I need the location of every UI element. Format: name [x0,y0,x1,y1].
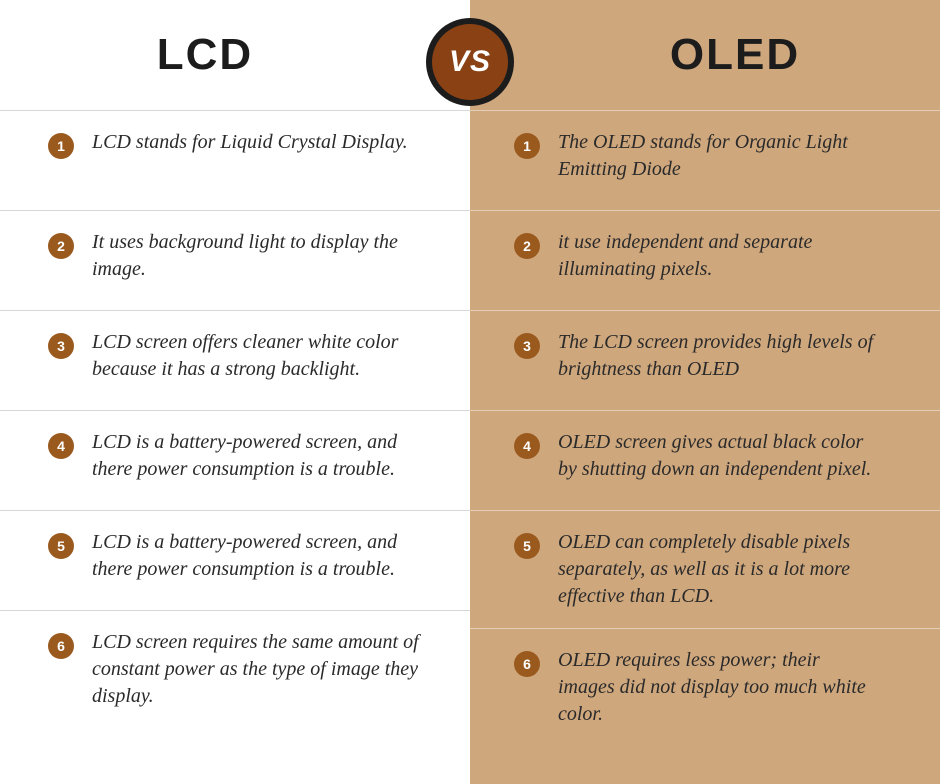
bullet-text: it use independent and separate illumina… [540,229,880,283]
list-item: 2 It uses background light to display th… [0,210,470,310]
bullet-text: LCD screen requires the same amount of c… [74,629,442,710]
bullet-number: 6 [48,633,74,659]
bullet-number: 3 [48,333,74,359]
list-item: 5 LCD is a battery-powered screen, and t… [0,510,470,610]
bullet-number: 5 [48,533,74,559]
list-item: 3 The LCD screen provides high levels of… [470,310,940,410]
bullet-number: 4 [514,433,540,459]
left-title: LCD [157,30,253,80]
vs-label: VS [449,45,491,79]
right-header: OLED [470,0,940,110]
list-item: 2 it use independent and separate illumi… [470,210,940,310]
vs-badge-inner: VS [432,24,508,100]
bullet-text: OLED can completely disable pixels separ… [540,529,880,610]
bullet-number: 4 [48,433,74,459]
bullet-text: LCD stands for Liquid Crystal Display. [74,129,442,156]
list-item: 5 OLED can completely disable pixels sep… [470,510,940,628]
list-item: 4 LCD is a battery-powered screen, and t… [0,410,470,510]
list-item: 4 OLED screen gives actual black color b… [470,410,940,510]
bullet-text: It uses background light to display the … [74,229,442,283]
bullet-text: LCD screen offers cleaner white color be… [74,329,442,383]
bullet-text: OLED screen gives actual black color by … [540,429,880,483]
list-item: 6 LCD screen requires the same amount of… [0,610,470,728]
list-item: 6 OLED requires less power; their images… [470,628,940,746]
bullet-text: LCD is a battery-powered screen, and the… [74,529,442,583]
bullet-number: 1 [48,133,74,159]
bullet-text: LCD is a battery-powered screen, and the… [74,429,442,483]
bullet-text: The OLED stands for Organic Light Emitti… [540,129,880,183]
bullet-number: 2 [48,233,74,259]
bullet-text: The LCD screen provides high levels of b… [540,329,880,383]
bullet-number: 3 [514,333,540,359]
list-item: 1 LCD stands for Liquid Crystal Display. [0,110,470,210]
bullet-number: 2 [514,233,540,259]
vs-badge: VS [426,18,514,106]
list-item: 3 LCD screen offers cleaner white color … [0,310,470,410]
right-column: OLED 1 The OLED stands for Organic Light… [470,0,940,784]
bullet-text: OLED requires less power; their images d… [540,647,880,728]
bullet-number: 5 [514,533,540,559]
right-title: OLED [670,30,800,80]
bullet-number: 6 [514,651,540,677]
left-column: LCD 1 LCD stands for Liquid Crystal Disp… [0,0,470,784]
right-rows: 1 The OLED stands for Organic Light Emit… [470,110,940,746]
left-header: LCD [0,0,470,110]
bullet-number: 1 [514,133,540,159]
list-item: 1 The OLED stands for Organic Light Emit… [470,110,940,210]
comparison-infographic: VS LCD 1 LCD stands for Liquid Crystal D… [0,0,940,784]
left-rows: 1 LCD stands for Liquid Crystal Display.… [0,110,470,728]
